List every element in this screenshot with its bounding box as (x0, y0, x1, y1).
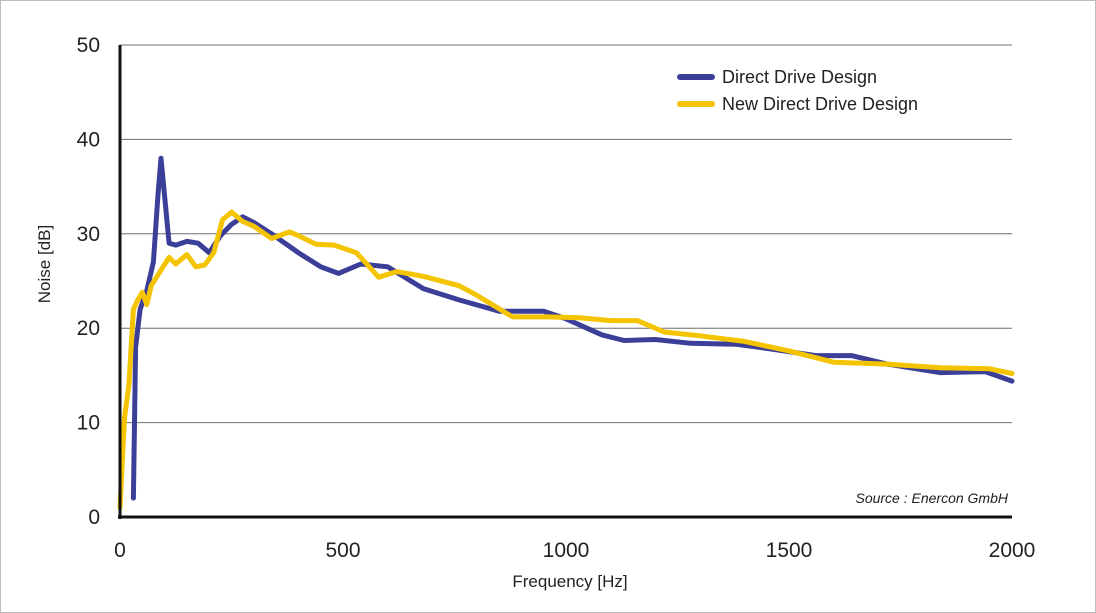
series-line-direct-drive (130, 155, 1015, 501)
legend-label-new-direct-drive: New Direct Drive Design (722, 94, 918, 114)
y-axis-title: Noise [dB] (35, 225, 54, 303)
y-tick-label: 30 (77, 223, 100, 246)
x-tick-label: 1500 (766, 539, 813, 562)
y-tick-label: 20 (77, 317, 100, 340)
y-tick-label: 50 (77, 34, 100, 57)
x-tick-label: 0 (114, 539, 126, 562)
gridlines (120, 44, 1012, 424)
x-axis-title: Frequency [Hz] (512, 572, 627, 591)
legend: Direct Drive Design New Direct Drive Des… (677, 67, 918, 114)
source-annotation: Source : Enercon GmbH (855, 490, 1008, 506)
y-axis-ticks: 0 10 20 30 40 50 (77, 34, 100, 529)
y-tick-label: 40 (77, 128, 100, 151)
x-tick-label: 1000 (543, 539, 590, 562)
legend-label-direct-drive: Direct Drive Design (722, 67, 877, 87)
x-tick-label: 500 (325, 539, 360, 562)
series-lines (117, 155, 1015, 511)
series-line-new-direct-drive (117, 209, 1015, 511)
y-tick-label: 10 (77, 412, 100, 435)
x-tick-label: 2000 (989, 539, 1036, 562)
y-tick-label: 0 (88, 506, 100, 529)
x-axis-ticks: 0 500 1000 1500 2000 (114, 539, 1035, 562)
